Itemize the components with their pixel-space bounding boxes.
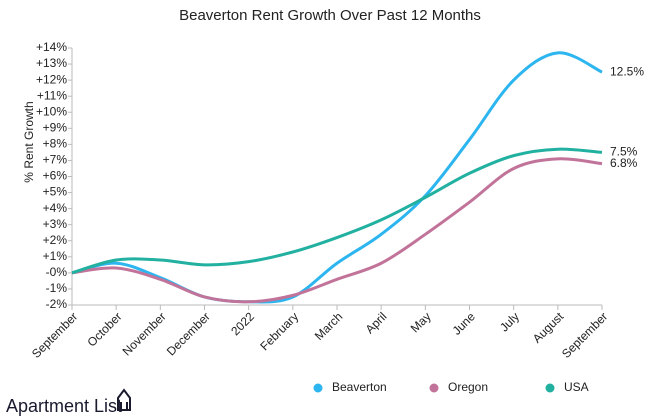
value-label: 12.5% xyxy=(610,64,644,78)
x-tick-label: February xyxy=(257,309,301,353)
legend-swatch xyxy=(313,383,323,393)
y-tick-label: +13% xyxy=(36,56,67,70)
y-tick-label: +7% xyxy=(43,153,68,167)
x-tick-label: September xyxy=(29,309,80,360)
x-tick-label: April xyxy=(363,309,390,336)
x-tick-label: December xyxy=(164,309,213,358)
logo: Apartment List xyxy=(6,388,131,416)
y-axis-label: % Rent Growth xyxy=(22,101,36,182)
y-tick-label: +10% xyxy=(36,104,67,118)
x-tick-label: November xyxy=(120,309,169,358)
y-tick-label: +5% xyxy=(43,185,68,199)
logo-icon xyxy=(117,388,131,411)
chart-title: Beaverton Rent Growth Over Past 12 Month… xyxy=(179,7,481,24)
y-tick-label: +12% xyxy=(36,72,67,86)
legend-swatch xyxy=(545,383,555,393)
legend-label: Beaverton xyxy=(332,380,387,394)
x-tick-label: July xyxy=(497,309,522,334)
legend-label: Oregon xyxy=(448,380,488,394)
x-tick-label: September xyxy=(559,309,610,360)
y-tick-label: -0% xyxy=(46,265,68,279)
value-label: 7.5% xyxy=(610,145,638,159)
series-line xyxy=(71,147,603,275)
y-tick-label: +6% xyxy=(43,169,68,183)
y-tick-label: +1% xyxy=(43,249,68,263)
y-tick-label: +2% xyxy=(43,233,68,247)
legend-label: USA xyxy=(564,380,589,394)
x-tick-label: 2022 xyxy=(228,309,257,338)
series-line xyxy=(71,51,603,304)
legend-swatch xyxy=(429,383,439,393)
x-tick-label: August xyxy=(530,309,567,346)
y-tick-label: +4% xyxy=(43,201,68,215)
y-tick-label: +9% xyxy=(43,120,68,134)
x-tick-label: June xyxy=(450,309,479,338)
y-tick-label: +8% xyxy=(43,137,68,151)
value-label: 6.8% xyxy=(610,156,638,170)
y-tick-label: +14% xyxy=(36,40,67,54)
brand-name: Apartment List xyxy=(6,396,122,416)
series-line xyxy=(71,157,603,304)
y-tick-label: +11% xyxy=(37,88,67,102)
x-tick-label: October xyxy=(84,309,124,349)
x-tick-label: March xyxy=(312,309,345,342)
x-tick-label: May xyxy=(408,309,434,335)
y-tick-label: +3% xyxy=(43,217,68,231)
y-tick-label: -2% xyxy=(46,297,68,311)
y-tick-label: -1% xyxy=(46,281,68,295)
